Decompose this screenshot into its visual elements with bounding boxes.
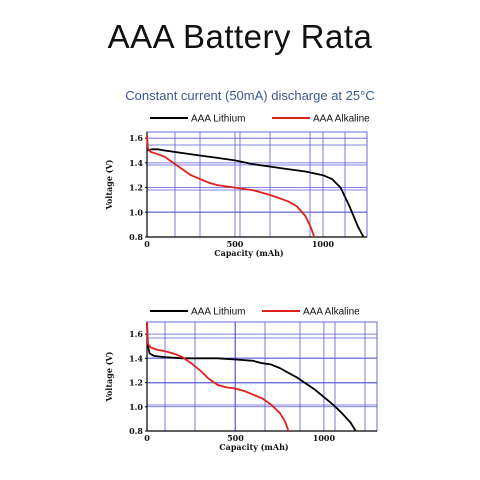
x-tick-label: 500	[227, 433, 244, 443]
y-tick-label: 1.4	[129, 158, 143, 168]
x-axis-label: Capacity (mAh)	[214, 248, 284, 258]
y-tick-label: 1.2	[129, 378, 143, 388]
chart-2: 0.8 1.0 1.2 1.4 1.6 0 500 1000 Capacity (mAh) Vol…	[104, 307, 378, 452]
y-tick-label: 1.6	[129, 133, 143, 143]
y-tick-label: 1.6	[129, 329, 143, 339]
y-tick-label: 1.4	[129, 353, 143, 363]
y-axis-label: Voltage (V)	[104, 351, 114, 402]
chart-subtitle: Constant current (50mA) discharge at 25°…	[125, 88, 375, 103]
legend-label: AAA Lithium	[191, 114, 245, 125]
y-tick-label: 1.0	[129, 402, 143, 412]
y-tick-label: 1.0	[129, 207, 143, 217]
x-tick-label: 500	[227, 239, 244, 249]
x-tick-label: 1000	[312, 239, 335, 249]
legend: AAA Lithium AAA Alkaline	[150, 114, 370, 125]
legend-label: AAA Alkaline	[303, 307, 360, 318]
plot-frame	[146, 131, 368, 238]
legend-label: AAA Lithium	[191, 307, 245, 318]
y-tick-label: 0.8	[129, 426, 143, 436]
y-axis-label: Voltage (V)	[104, 159, 114, 210]
x-axis-label: Capacity (mAh)	[219, 442, 289, 452]
y-tick-label: 0.8	[129, 232, 143, 242]
y-tick-label: 1.2	[129, 183, 143, 193]
series-line-aaa-lithium	[146, 148, 365, 238]
series-line-aaa-alkaline	[146, 135, 316, 238]
legend-label: AAA Alkaline	[313, 114, 370, 125]
page-title: AAA Battery Rata	[107, 18, 373, 55]
legend: AAA Lithium AAA Alkaline	[150, 307, 360, 318]
series-line-aaa-lithium	[146, 321, 357, 432]
series-line-aaa-alkaline	[146, 321, 290, 432]
chart-1: 0.8 1.0 1.2 1.4 1.6 0 500 1000 Capacity (mAh) Vol…	[104, 114, 370, 259]
x-tick-label: 1000	[313, 433, 336, 443]
x-tick-label: 0	[144, 433, 150, 443]
x-tick-label: 0	[144, 239, 150, 249]
